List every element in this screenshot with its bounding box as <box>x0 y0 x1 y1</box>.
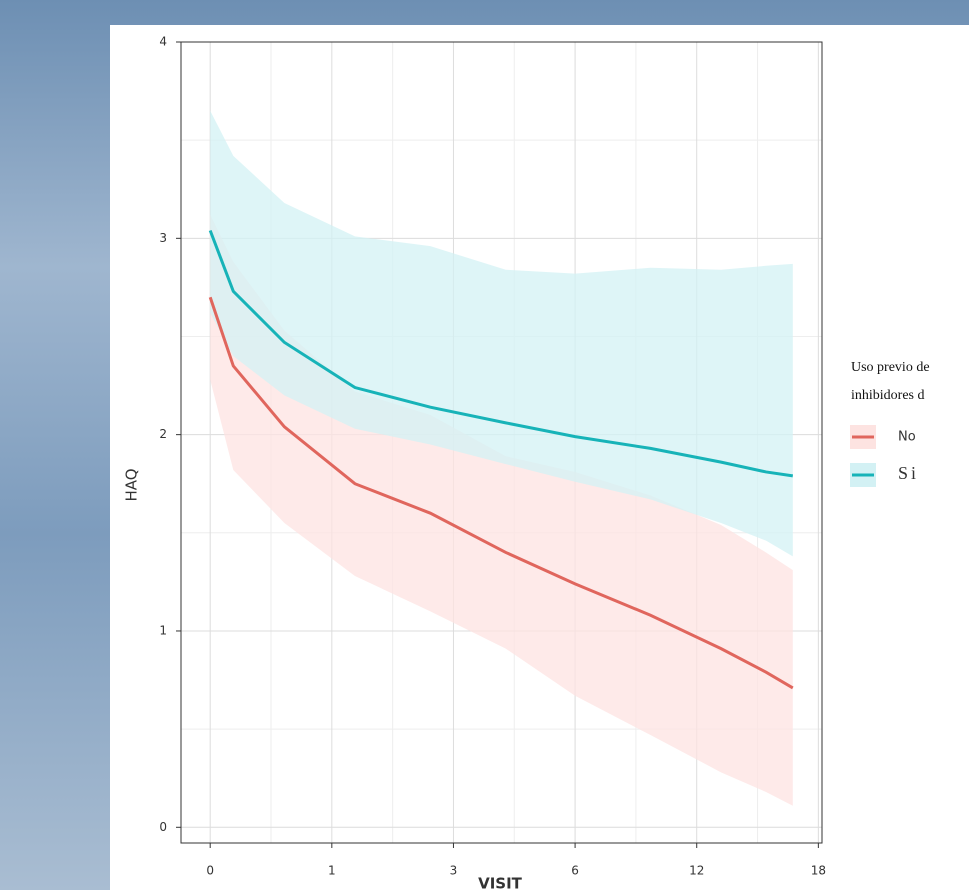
confidence-band <box>210 214 793 806</box>
x-axis-label: VISIT <box>478 875 523 890</box>
legend-title: inhibidores d <box>851 388 925 403</box>
x-tick-label: 12 <box>689 864 704 878</box>
x-tick-label: 0 <box>206 864 214 878</box>
line <box>208 229 794 478</box>
y-tick-label: 3 <box>159 231 167 245</box>
legend-label: No <box>898 430 916 445</box>
y-tick-label: 1 <box>159 623 167 637</box>
plot-frame <box>180 41 823 844</box>
legend-title: Uso previo de <box>851 360 930 375</box>
x-tick-label: 1 <box>328 864 336 878</box>
y-tick-label: 4 <box>159 35 167 49</box>
y-axis-label: HAQ <box>123 468 141 501</box>
legend-label: Si <box>898 463 919 483</box>
x-tick-label: 6 <box>571 864 579 878</box>
y-tick-label: 0 <box>159 820 167 834</box>
x-tick-label: 3 <box>450 864 458 878</box>
confidence-band <box>210 110 793 557</box>
line <box>208 296 794 690</box>
y-tick-label: 2 <box>159 427 167 441</box>
x-tick-label: 18 <box>811 864 826 878</box>
